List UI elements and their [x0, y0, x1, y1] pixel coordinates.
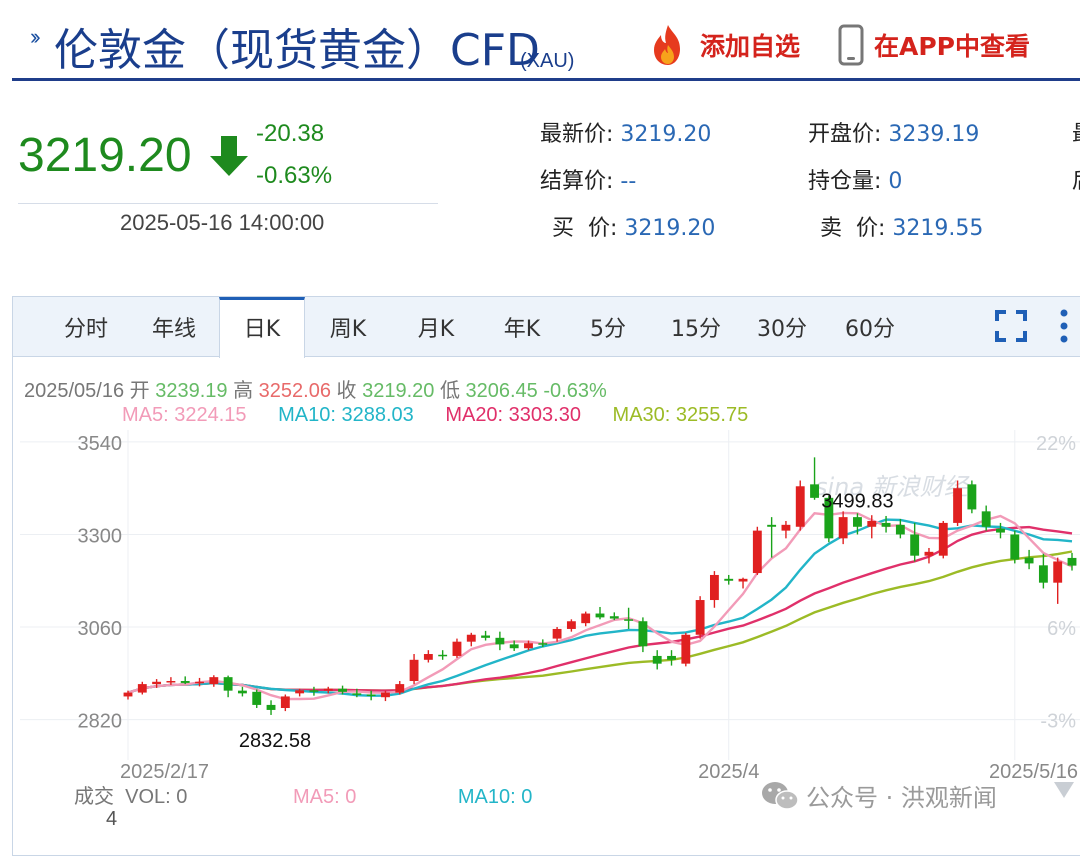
tab-weekly-k[interactable]: 周K [329, 317, 367, 342]
tab-nianxian[interactable]: 年线 [151, 317, 196, 342]
tab-yearly-k[interactable]: 年K [503, 317, 541, 342]
ohlc-close-label: 收 [336, 380, 357, 402]
info-bid: 买 价: 3219.20 [552, 210, 715, 242]
tab-5min[interactable]: 5分 [590, 317, 626, 342]
info-holding-label: 持仓量: [808, 169, 882, 194]
more-options-icon[interactable] [1058, 308, 1070, 344]
info-bid-value: 3219.20 [624, 216, 716, 241]
info-latest: 最新价: 3219.20 [540, 116, 711, 148]
info-open-value: 3239.19 [888, 122, 980, 147]
page-title-code: (XAU) [520, 50, 575, 72]
info-holding: 持仓量: 0 [808, 163, 902, 195]
ma30-legend: MA30: 3255.75 [612, 404, 749, 426]
tab-fenshi[interactable]: 分时 [63, 317, 108, 342]
open-in-app-button[interactable]: 在APP中查看 [838, 22, 1030, 68]
price-change: -20.38 [256, 120, 325, 147]
info-cut-label-2: 后 [1072, 163, 1080, 195]
header-divider [12, 78, 1080, 81]
ohlc-high-value: 3252.06 [258, 380, 331, 402]
down-arrow-icon [210, 136, 248, 176]
tab-15min[interactable]: 15分 [671, 317, 721, 342]
info-latest-value: 3219.20 [620, 122, 712, 147]
info-ask: 卖 价: 3219.55 [820, 210, 983, 242]
ohlc-pct-value: -0.63% [543, 380, 607, 402]
info-ask-label: 卖 价: [820, 216, 886, 241]
info-settle: 结算价: -- [540, 163, 636, 195]
volume-vol: VOL: 0 [125, 786, 188, 808]
volume-label: 成交 [74, 786, 114, 808]
price-change-percent: -0.63% [256, 162, 333, 189]
page-title: 伦敦金（现货黄金）CFD [54, 25, 540, 76]
ohlc-date: 2025/05/16 [24, 380, 125, 402]
period-tab-bar: 分时 年线 日K 周K 月K 年K 5分 15分 30分 60分 [13, 297, 1080, 358]
info-open: 开盘价: 3239.19 [808, 116, 979, 148]
info-bid-label: 买 价: [552, 216, 618, 241]
ma20-legend: MA20: 3303.30 [445, 404, 581, 426]
volume-ma5: MA5: 0 [292, 786, 357, 808]
info-latest-label: 最新价: [540, 122, 614, 147]
quote-datetime: 2025-05-16 14:00:00 [120, 210, 325, 235]
info-cut-label-1: 最 [1072, 116, 1080, 148]
ohlc-open-value: 3239.19 [155, 380, 228, 402]
tab-daily-k[interactable]: 日K [219, 297, 305, 358]
fullscreen-icon[interactable] [994, 309, 1028, 343]
volume-legend: 成交 VOL: 0 MA5: 0 MA10: 0 [74, 780, 532, 809]
price-divider [18, 203, 438, 204]
open-in-app-label: 在APP中查看 [874, 32, 1030, 61]
ohlc-low-label: 低 [439, 380, 460, 402]
tab-30min[interactable]: 30分 [757, 317, 807, 342]
current-price: 3219.20 [18, 129, 192, 182]
watermark-text: 公众号 · 洪观新闻 [806, 784, 997, 812]
ohlc-low-value: 3206.45 [465, 380, 538, 402]
tab-60min[interactable]: 60分 [845, 317, 895, 342]
ma5-legend: MA5: 3224.15 [122, 404, 247, 426]
add-watchlist-button[interactable]: 添加自选 [646, 22, 800, 68]
info-holding-value: 0 [888, 169, 903, 194]
info-settle-value: -- [620, 169, 637, 194]
ohlc-high-label: 高 [233, 380, 254, 402]
info-ask-value: 3219.55 [892, 216, 984, 241]
phone-icon [838, 24, 864, 66]
title-arrows-icon: ›› [30, 24, 40, 49]
ma-legend: MA5: 3224.15 MA10: 3288.03 MA20: 3303.30… [122, 404, 748, 427]
volume-axis-value: 4 [106, 808, 118, 830]
ohlc-readout: 2025/05/16 开 3239.19 高 3252.06 收 3219.20… [24, 374, 607, 403]
wechat-icon [762, 781, 799, 810]
add-watchlist-label: 添加自选 [700, 32, 801, 61]
fire-icon [654, 25, 680, 65]
ma10-legend: MA10: 3288.03 [278, 404, 414, 426]
tab-monthly-k[interactable]: 月K [417, 317, 455, 342]
ohlc-close-value: 3219.20 [362, 380, 435, 402]
ohlc-open-label: 开 [129, 380, 150, 402]
wechat-watermark: 公众号 · 洪观新闻 [760, 778, 997, 813]
volume-ma10: MA10: 0 [457, 786, 533, 808]
info-settle-label: 结算价: [540, 169, 614, 194]
info-open-label: 开盘价: [808, 122, 882, 147]
